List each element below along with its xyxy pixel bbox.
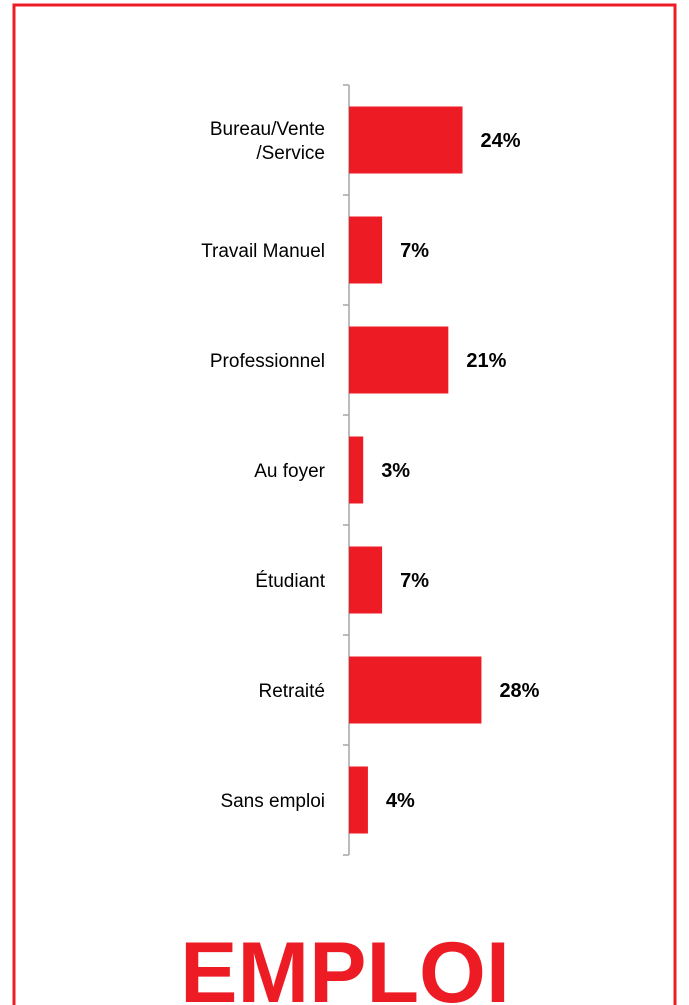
category-label: Bureau/Vente/Service [210, 119, 325, 164]
value-label: 24% [481, 130, 521, 152]
frame [12, 3, 677, 1005]
category-label: Sans emploi [220, 791, 325, 812]
value-label: 28% [499, 680, 539, 702]
bar [349, 216, 383, 284]
category-label: Retraité [258, 681, 325, 702]
bar [349, 436, 364, 504]
bar [349, 106, 463, 174]
category-label: Étudiant [255, 571, 325, 592]
bar [349, 546, 383, 614]
value-label: 3% [381, 460, 410, 482]
chart-title: EMPLOI [180, 925, 510, 1005]
category-label: Travail Manuel [201, 241, 325, 262]
bar [349, 656, 482, 724]
bar [349, 766, 368, 834]
value-label: 7% [400, 570, 429, 592]
value-label: 21% [466, 350, 506, 372]
bar [349, 326, 449, 394]
value-label: 4% [386, 790, 415, 812]
category-label: Au foyer [254, 461, 325, 482]
category-label: Professionnel [210, 351, 325, 372]
value-label: 7% [400, 240, 429, 262]
